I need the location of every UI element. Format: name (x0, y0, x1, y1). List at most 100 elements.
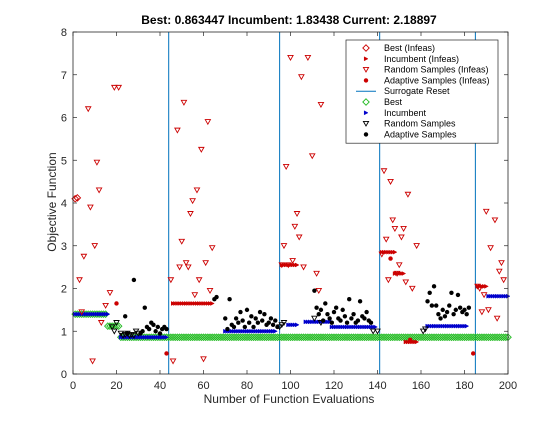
random-samples-infeas-marker (167, 277, 175, 284)
incumbent-marker (142, 334, 148, 340)
random-samples-infeas-marker (80, 253, 88, 260)
random-samples-infeas-marker (95, 187, 103, 194)
random-samples-infeas-marker (176, 264, 183, 271)
adaptive-samples-marker (427, 290, 432, 295)
legend-random-samples-infeas-symbol (362, 66, 370, 73)
incumbent-marker (303, 319, 309, 325)
incumbent-marker (364, 324, 370, 330)
incumbent-marker (288, 322, 294, 328)
incumbent-marker (488, 293, 494, 299)
incumbent-marker (314, 319, 320, 325)
legend-label: Adaptive Samples (Infeas) (384, 75, 490, 85)
random-samples-marker (369, 328, 377, 335)
incumbent-marker (157, 334, 163, 340)
random-samples-infeas-marker (317, 102, 325, 108)
random-samples-infeas-marker (413, 243, 421, 250)
incumbent-marker (99, 311, 104, 317)
adaptive-samples-marker (368, 320, 374, 325)
incumbent-marker (268, 328, 274, 334)
adaptive-samples-marker (155, 324, 161, 330)
adaptive-samples-marker (275, 324, 280, 330)
incumbent-marker (366, 324, 372, 330)
incumbent-marker (362, 324, 367, 330)
random-samples-infeas-marker (485, 307, 492, 314)
random-samples-infeas-marker (115, 84, 123, 91)
incumbent-marker (244, 328, 250, 334)
series-incumbent-infeas (171, 249, 489, 345)
random-samples-infeas-marker (202, 260, 210, 267)
adaptive-samples-marker (257, 309, 263, 315)
x-tick-label: 100 (281, 380, 299, 392)
x-tick-label: 160 (412, 380, 430, 392)
incumbent-marker (164, 334, 170, 340)
incumbent-marker (264, 328, 270, 334)
adaptive-samples-marker (327, 316, 332, 321)
random-samples-infeas-marker (389, 217, 397, 224)
incumbent-marker (440, 323, 446, 329)
adaptive-samples-marker (349, 316, 354, 321)
adaptive-samples-marker (438, 316, 443, 321)
incumbent-infeas-marker (210, 301, 215, 306)
random-samples-infeas-marker (178, 238, 186, 245)
incumbent-infeas-marker (171, 301, 176, 306)
incumbent-infeas-marker (203, 301, 209, 306)
incumbent-marker (453, 323, 459, 329)
adaptive-samples-marker (434, 303, 439, 308)
incumbent-infeas-marker (201, 301, 207, 306)
adaptive-samples-marker (251, 324, 256, 330)
legend-label: Random Samples (384, 119, 456, 129)
incumbent-marker (94, 311, 100, 317)
random-samples-marker (311, 315, 318, 322)
incumbent-marker (434, 323, 439, 329)
adaptive-samples-marker (331, 309, 337, 315)
incumbent-marker (432, 323, 437, 329)
incumbent-marker (310, 319, 315, 325)
adaptive-samples-marker (260, 318, 265, 323)
adaptive-samples-marker (242, 324, 248, 330)
incumbent-marker (77, 311, 83, 317)
incumbent-marker (266, 328, 272, 334)
incumbent-infeas-marker (414, 339, 420, 345)
y-tick-label: 5 (61, 155, 67, 167)
series-random-samples-infeas (76, 55, 508, 365)
incumbent-marker (438, 323, 444, 329)
random-samples-infeas-marker (278, 262, 286, 269)
incumbent-marker (464, 323, 470, 329)
incumbent-infeas-marker (392, 249, 398, 255)
random-samples-marker (374, 328, 381, 335)
random-samples-infeas-marker (385, 277, 392, 284)
random-samples-infeas-marker (180, 99, 188, 106)
adaptive-samples-marker (466, 305, 472, 310)
random-samples-marker (128, 332, 136, 338)
adaptive-samples-marker (153, 329, 158, 334)
adaptive-samples-marker (320, 318, 326, 323)
incumbent-marker (371, 324, 376, 330)
incumbent-marker (97, 311, 102, 317)
adaptive-samples-marker (455, 292, 461, 298)
incumbent-marker (358, 324, 363, 330)
incumbent-infeas-marker (412, 339, 418, 345)
adaptive-samples-marker (444, 309, 450, 315)
adaptive-samples-marker (157, 331, 163, 336)
random-samples-infeas-marker (206, 287, 214, 294)
adaptive-samples-marker (246, 320, 252, 325)
incumbent-infeas-marker (179, 301, 185, 306)
random-samples-infeas-marker (191, 292, 199, 299)
legend-label: Incumbent (Infeas) (384, 54, 459, 64)
adaptive-samples-marker (364, 309, 369, 315)
incumbent-marker (429, 323, 435, 329)
random-samples-marker (113, 320, 120, 327)
random-samples-infeas-marker (491, 217, 499, 224)
adaptive-samples-marker (214, 294, 219, 300)
random-samples-infeas-marker (282, 164, 290, 170)
random-samples-infeas-marker (487, 245, 494, 252)
random-samples-infeas-marker (110, 84, 118, 91)
incumbent-infeas-marker (405, 339, 411, 345)
incumbent-marker (90, 311, 96, 317)
incumbent-marker (373, 324, 378, 330)
random-samples-infeas-marker (404, 191, 412, 198)
incumbent-marker (103, 311, 109, 317)
adaptive-samples-marker (449, 290, 454, 295)
data-marks (71, 55, 512, 365)
